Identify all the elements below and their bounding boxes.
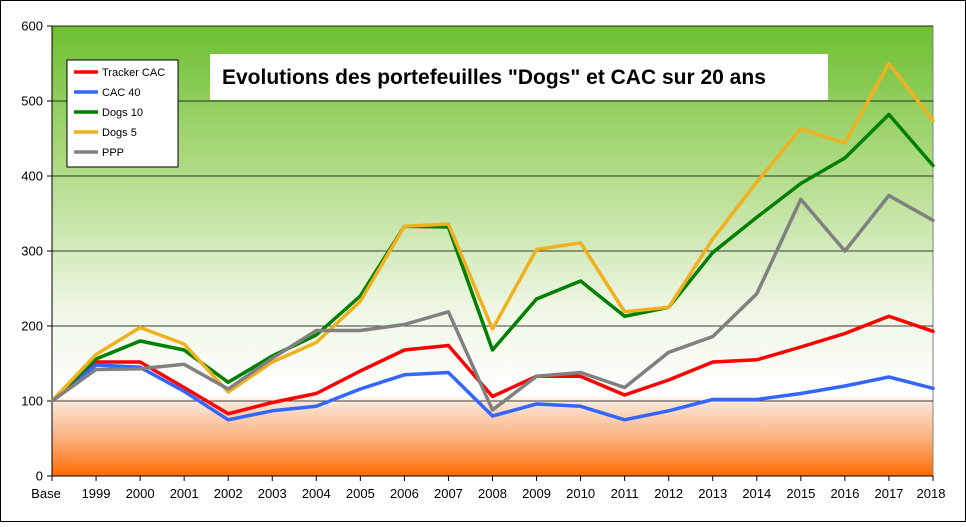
x-tick-label: 2005 — [346, 486, 375, 501]
legend-label: CAC 40 — [102, 87, 141, 99]
x-tick-label: 2006 — [390, 486, 419, 501]
x-tick-label: 2016 — [830, 486, 859, 501]
y-tick-label: 400 — [21, 169, 43, 184]
x-tick-label: 2002 — [214, 486, 243, 501]
y-tick-label: 100 — [21, 394, 43, 409]
legend-label: PPP — [102, 147, 124, 159]
x-tick-label: 2009 — [522, 486, 551, 501]
x-tick-label: 1999 — [82, 486, 111, 501]
x-tick-label: 2012 — [654, 486, 683, 501]
y-tick-label: 200 — [21, 319, 43, 334]
y-tick-label: 600 — [21, 19, 43, 34]
series-line-tracker-cac — [50, 314, 935, 416]
chart-title: Evolutions des portefeuilles "Dogs" et C… — [222, 66, 766, 89]
y-tick-label: 500 — [21, 94, 43, 109]
x-tick-label: 2008 — [478, 486, 507, 501]
x-tick-label: 2018 — [917, 486, 946, 501]
x-tick-label: 2003 — [258, 486, 287, 501]
legend-label: Tracker CAC — [102, 67, 165, 79]
series-lines — [50, 61, 935, 422]
title-background — [210, 54, 828, 100]
y-axis: 0 100 200 300 400 500 600 — [21, 19, 53, 484]
x-tick-label: 2014 — [742, 486, 771, 501]
x-tick-label: 2000 — [126, 486, 155, 501]
x-tick-label: 2004 — [302, 486, 331, 501]
x-tick-label: 2007 — [434, 486, 463, 501]
legend-label: Dogs 5 — [102, 127, 137, 139]
y-tick-label: 0 — [36, 469, 43, 484]
x-tick-label: 2010 — [566, 486, 595, 501]
series-line-cac-40 — [50, 363, 935, 422]
series-line-ppp — [50, 193, 935, 412]
x-tick-label: 2013 — [698, 486, 727, 501]
legend-label: Dogs 10 — [102, 107, 143, 119]
y-tick-label: 300 — [21, 244, 43, 259]
x-axis: Base 1999 2000 2001 2002 2003 2004 2005 2006 2007… — [31, 475, 946, 501]
x-tick-label: Base — [31, 486, 61, 501]
series-line-dogs-5 — [50, 61, 935, 403]
x-tick-label: 2017 — [874, 486, 903, 501]
chart-title-box: Evolutions des portefeuilles "Dogs" et C… — [210, 54, 828, 100]
x-tick-label: 2011 — [611, 486, 639, 501]
x-tick-label: 2015 — [786, 486, 815, 501]
x-tick-label: 2001 — [170, 486, 199, 501]
legend: Tracker CAC CAC 40 Dogs 10 Dogs 5 PPP — [66, 59, 179, 168]
